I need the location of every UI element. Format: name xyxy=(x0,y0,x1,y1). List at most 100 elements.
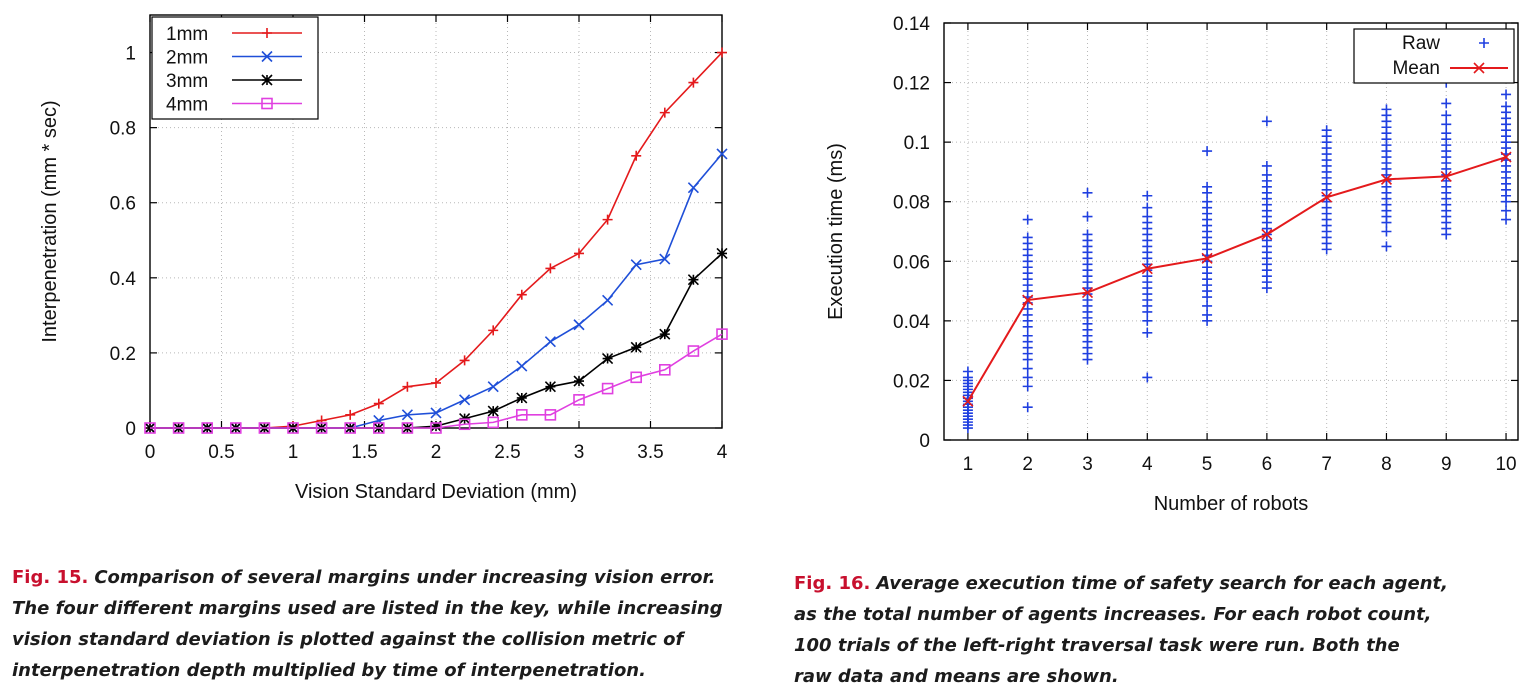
y-tick-label: 0 xyxy=(125,419,136,440)
data-point-4mm xyxy=(573,394,585,406)
mean-data-point xyxy=(1321,191,1333,203)
data-point-2mm xyxy=(687,182,699,194)
x-tick-label: 4 xyxy=(1142,454,1153,475)
data-point-2mm xyxy=(401,409,413,421)
raw-data-point xyxy=(1202,196,1213,207)
data-point-3mm xyxy=(430,420,442,432)
legend-marker xyxy=(261,97,273,110)
raw-data-point xyxy=(1022,372,1033,383)
data-point-3mm xyxy=(487,405,499,417)
data-point-1mm xyxy=(459,355,470,366)
caption-line: 100 trials of the left-right traversal t… xyxy=(794,635,1400,656)
raw-data-point xyxy=(1022,214,1033,225)
data-point-1mm xyxy=(345,409,356,420)
x-tick-label: 1 xyxy=(288,442,299,463)
x-tick-label: 0.5 xyxy=(208,442,234,463)
raw-data-point xyxy=(1501,89,1512,100)
x-tick-label: 4 xyxy=(717,442,728,463)
data-point-1mm xyxy=(373,398,384,409)
data-point-2mm xyxy=(602,294,614,306)
data-point-4mm xyxy=(258,422,271,434)
y-tick-label: 0.2 xyxy=(110,344,136,365)
y-tick-label: 0 xyxy=(919,431,930,452)
x-tick-label: 2 xyxy=(1022,454,1033,475)
y-axis-label: Execution time (ms) xyxy=(825,143,847,320)
figure-15-caption: Fig. 15. Comparison of several margins un… xyxy=(12,562,772,686)
x-tick-label: 9 xyxy=(1441,454,1452,475)
mean-data-point xyxy=(1141,263,1153,275)
data-point-1mm xyxy=(659,107,670,118)
raw-data-point xyxy=(1441,110,1452,121)
raw-data-point xyxy=(1261,116,1272,127)
mean-data-point xyxy=(962,395,974,407)
data-point-4mm xyxy=(515,409,528,421)
figure-16-number: Fig. 16. xyxy=(794,573,871,594)
raw-data-point xyxy=(1022,330,1033,341)
mean-data-point xyxy=(1261,228,1273,241)
raw-data-point xyxy=(1501,101,1512,112)
raw-data-point xyxy=(1142,202,1153,213)
legend-marker xyxy=(1479,38,1489,48)
caption-line: raw data and means are shown. xyxy=(794,666,1119,687)
data-point-1mm xyxy=(516,289,527,300)
caption-line: vision standard deviation is plotted aga… xyxy=(12,629,684,650)
caption-line: Comparison of several margins under incr… xyxy=(94,567,716,588)
figure-15-chart: 0 0.5 1 1.5 2 2.5 3 3.5 4 0 0.2 0.4 0.6 0.8 1 Vision St… xyxy=(39,14,728,503)
mean-data-point xyxy=(1500,151,1512,163)
data-point-4mm xyxy=(401,422,414,434)
data-point-1mm xyxy=(688,77,699,88)
data-point-4mm xyxy=(658,364,671,376)
x-tick-label: 3 xyxy=(1082,454,1093,475)
data-point-1mm xyxy=(431,377,441,388)
x-axis-label: Number of robots xyxy=(1154,493,1309,515)
y-tick-label: 0.6 xyxy=(110,194,136,215)
data-point-2mm xyxy=(487,381,499,393)
y-tick-label: 0.12 xyxy=(893,74,930,95)
x-tick-label: 7 xyxy=(1321,454,1332,475)
mean-data-point xyxy=(1380,173,1393,185)
data-point-4mm xyxy=(201,422,213,434)
raw-data-point xyxy=(1501,214,1512,225)
y-tick-label: 0.02 xyxy=(893,371,930,392)
legend-label: Raw xyxy=(1402,33,1440,54)
legend-marker xyxy=(1473,62,1485,74)
legend-marker xyxy=(262,28,272,38)
y-tick-label: 1 xyxy=(125,44,136,65)
raw-data-point xyxy=(962,366,973,377)
legend-marker xyxy=(261,50,273,63)
series-line-Mean xyxy=(967,156,1507,402)
x-tick-label: 0 xyxy=(145,442,156,463)
x-tick-label: 2 xyxy=(431,442,442,463)
raw-data-point xyxy=(1142,327,1153,338)
data-point-1mm xyxy=(717,47,727,58)
data-point-2mm xyxy=(573,319,585,331)
raw-data-point xyxy=(1501,205,1512,216)
legend-label: Mean xyxy=(1392,58,1440,79)
raw-data-point xyxy=(1381,226,1392,237)
data-point-4mm xyxy=(287,422,299,434)
x-tick-label: 10 xyxy=(1495,454,1516,475)
data-point-1mm xyxy=(602,214,613,225)
caption-line: The four different margins used are list… xyxy=(12,598,723,619)
data-point-4mm xyxy=(372,422,385,434)
data-point-1mm xyxy=(545,263,556,274)
x-tick-label: 3 xyxy=(574,442,585,463)
data-point-2mm xyxy=(459,394,471,406)
y-axis-label: Interpenetration (mm * sec) xyxy=(39,100,61,342)
data-point-2mm xyxy=(516,360,528,372)
x-tick-label: 1.5 xyxy=(351,442,377,463)
data-point-1mm xyxy=(402,381,413,392)
raw-data-point xyxy=(1261,169,1272,180)
y-tick-label: 0.04 xyxy=(893,312,930,333)
data-point-4mm xyxy=(172,422,185,434)
data-point-3mm xyxy=(602,352,614,365)
x-tick-label: 3.5 xyxy=(637,442,663,463)
legend-box xyxy=(151,16,319,120)
data-point-3mm xyxy=(544,381,556,393)
caption-line: interpenetration depth multiplied by tim… xyxy=(12,660,646,681)
data-point-4mm xyxy=(344,422,357,434)
data-point-4mm xyxy=(458,418,471,431)
data-point-3mm xyxy=(516,392,528,404)
series-line-4mm xyxy=(150,333,723,429)
raw-data-point xyxy=(1142,372,1153,383)
